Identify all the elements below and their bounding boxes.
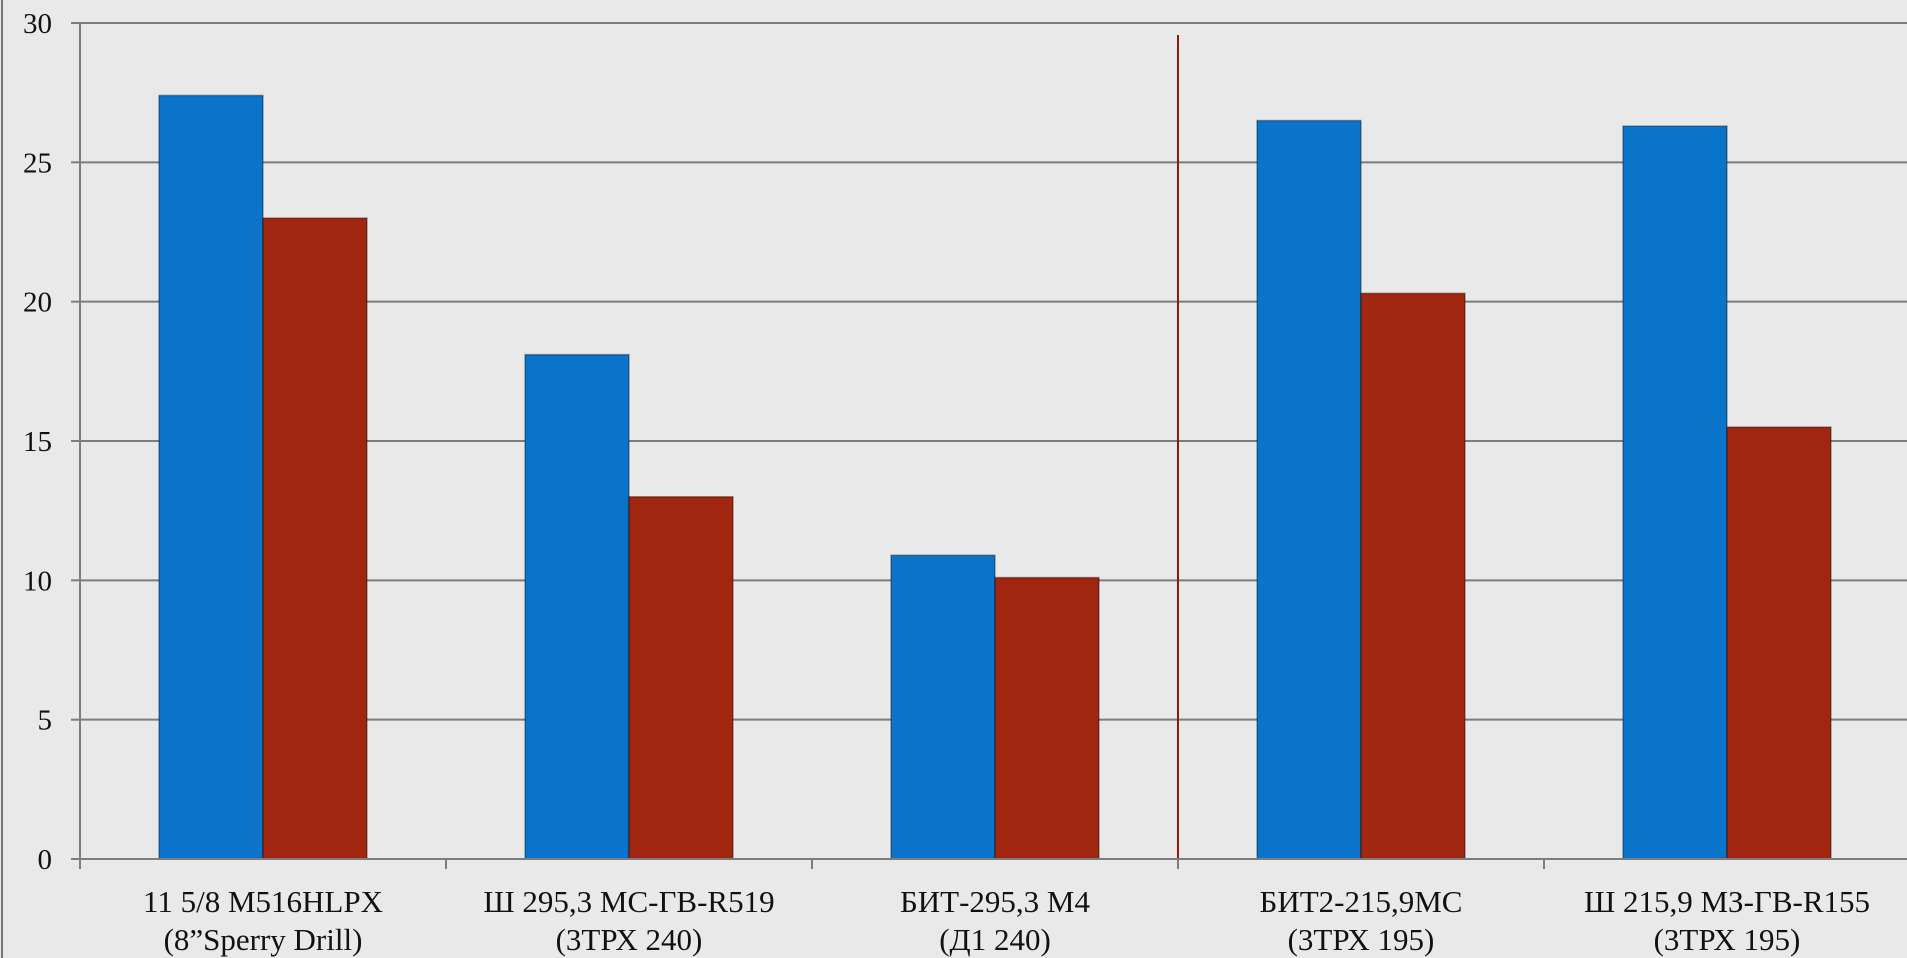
y-tick-label: 0 [38, 844, 53, 876]
bar-series-2 [262, 217, 368, 860]
x-category-label: (8”Sperry Drill) [164, 922, 363, 957]
bar-series-1 [158, 94, 264, 860]
bar-series-2 [1726, 426, 1832, 860]
x-category-label: (3ТРХ 240) [556, 922, 703, 957]
x-category-label: 11 5/8 M516HLPX [143, 884, 383, 919]
x-category-label: (3ТРХ 195) [1288, 922, 1435, 957]
y-tick-label: 30 [23, 8, 52, 40]
bar-series-2 [994, 576, 1100, 860]
bar-series-1 [1622, 125, 1728, 860]
x-category-label: (Д1 240) [939, 922, 1051, 957]
bar-series-1 [524, 353, 630, 860]
bar-series-1 [890, 554, 996, 860]
y-tick-label: 20 [23, 287, 52, 319]
bar-series-2 [1360, 292, 1466, 860]
x-category-label: Ш 215,9 МЗ-ГВ-R155 [1584, 884, 1870, 919]
x-category-label: Ш 295,3 МС-ГВ-R519 [483, 884, 774, 919]
x-category-label: БИТ-295,3 М4 [900, 884, 1091, 919]
y-tick-label: 5 [38, 705, 53, 737]
x-category-label: БИТ2-215,9МС [1260, 884, 1463, 919]
bar-series-2 [628, 495, 734, 860]
y-tick-label: 15 [23, 426, 52, 458]
y-tick-label: 25 [23, 147, 52, 179]
x-category-label: (3ТРХ 195) [1654, 922, 1801, 957]
y-tick-label: 10 [23, 565, 52, 597]
bar-series-1 [1256, 119, 1362, 860]
